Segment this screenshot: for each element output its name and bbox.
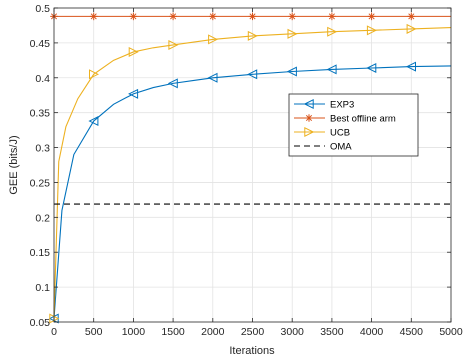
data-point-exp3 <box>286 66 297 77</box>
legend-label-ucb: UCB <box>330 128 350 139</box>
grid-lines <box>54 8 451 322</box>
y-tick-label: 0.15 <box>30 247 51 259</box>
x-tick-label: 500 <box>85 326 103 338</box>
x-tick-label: 4000 <box>360 326 384 338</box>
data-point-ucb <box>89 69 100 80</box>
legend-marker-exp3 <box>303 98 314 110</box>
y-tick-label: 0.05 <box>30 317 51 329</box>
data-point-exp3 <box>88 116 99 127</box>
y-tick-label: 0.2 <box>35 212 50 224</box>
y-tick-label: 0.5 <box>35 3 50 15</box>
data-point-best-offline-arm <box>288 12 296 21</box>
x-axis-title: Iterations <box>229 345 275 357</box>
x-tick-label: 2000 <box>201 326 225 338</box>
data-point-ucb <box>128 46 139 57</box>
legend-entry-oma: OMA <box>294 142 352 153</box>
legend-label-exp3: EXP3 <box>330 100 354 111</box>
x-tick-label: 3000 <box>281 326 305 338</box>
x-tick-label: 4500 <box>400 326 424 338</box>
y-tick-label: 0.1 <box>35 282 50 294</box>
data-point-ucb <box>287 28 298 39</box>
data-point-best-offline-arm <box>129 12 138 21</box>
y-tick-label: 0.45 <box>30 38 51 50</box>
data-point-exp3 <box>247 69 258 80</box>
data-point-best-offline-arm <box>328 12 336 21</box>
series-ucb <box>49 23 452 324</box>
y-tick-label: 0.35 <box>30 108 51 120</box>
data-point-best-offline-arm <box>407 12 416 21</box>
data-point-exp3 <box>326 64 337 75</box>
data-point-ucb <box>247 30 258 41</box>
y-tick-label: 0.4 <box>35 73 50 85</box>
data-point-best-offline-arm <box>248 12 257 21</box>
legend-label-best-offline-arm: Best offline arm <box>330 114 396 125</box>
legend-marker-best-offline-arm <box>305 114 313 122</box>
data-point-ucb <box>208 34 219 45</box>
y-tick-label: 0.3 <box>35 143 50 155</box>
data-point-ucb <box>327 26 338 37</box>
axis-ticks: 0 500 1000 1500 2000 2500 3000 3500 4000 4500 5000… <box>30 3 463 338</box>
x-tick-label: 1500 <box>161 326 185 338</box>
series-line-ucb <box>53 26 452 319</box>
data-point-best-offline-arm <box>367 12 376 21</box>
legend-entry-best-offline-arm: Best offline arm <box>294 114 396 125</box>
data-point-ucb <box>406 23 417 34</box>
data-point-best-offline-arm <box>89 12 98 21</box>
data-point-exp3 <box>128 88 139 99</box>
data-point-ucb <box>168 39 179 50</box>
series-best-offline-arm <box>50 12 451 21</box>
legend: EXP3 Best offline arm UCB OMA <box>288 93 419 157</box>
legend-entry-ucb: UCB <box>294 126 350 139</box>
y-tick-label: 0.25 <box>30 177 51 189</box>
legend-label-oma: OMA <box>330 142 352 153</box>
data-point-exp3 <box>366 62 377 74</box>
data-point-exp3 <box>405 61 416 72</box>
x-tick-label: 3500 <box>320 326 344 338</box>
x-tick-label: 0 <box>51 326 57 338</box>
data-point-exp3 <box>167 78 178 89</box>
x-tick-label: 2500 <box>241 326 265 338</box>
x-tick-label: 5000 <box>439 326 463 338</box>
data-point-best-offline-arm <box>209 12 217 21</box>
x-tick-label: 1000 <box>122 326 146 338</box>
series-layer <box>48 12 452 324</box>
legend-marker-ucb <box>304 126 315 138</box>
data-point-best-offline-arm <box>169 12 177 21</box>
y-axis-title: GEE (bits/J) <box>8 135 20 194</box>
legend-entry-exp3: EXP3 <box>294 98 354 111</box>
series-line-exp3 <box>53 65 452 319</box>
data-point-exp3 <box>207 72 218 83</box>
data-point-ucb <box>366 25 377 36</box>
